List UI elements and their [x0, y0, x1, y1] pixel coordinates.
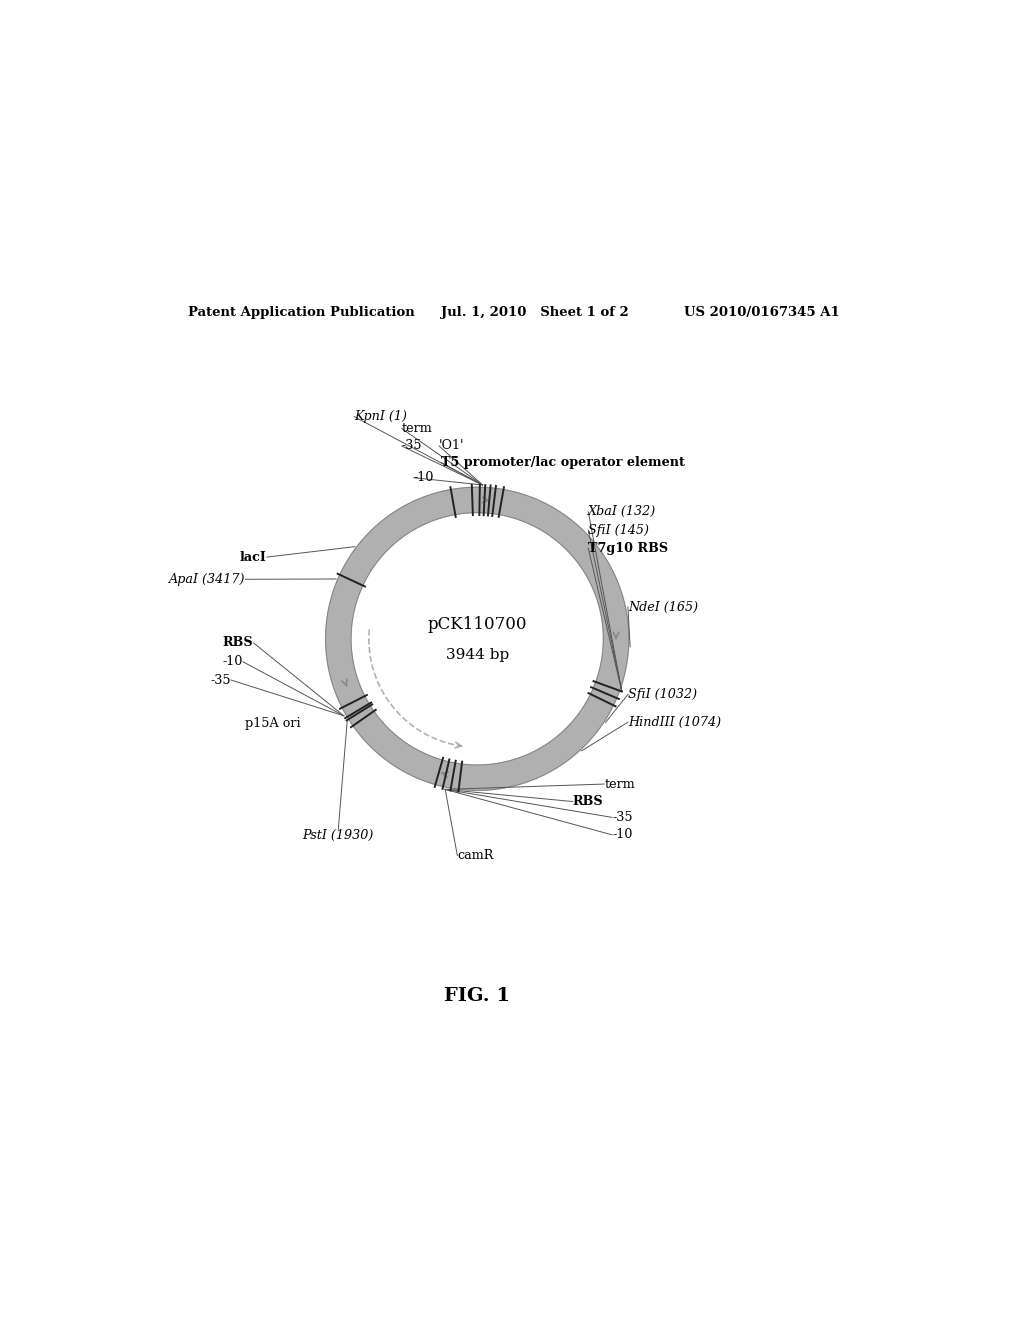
Text: FIG. 1: FIG. 1 — [444, 987, 510, 1005]
Text: -35: -35 — [612, 810, 633, 824]
Text: term: term — [604, 777, 635, 791]
Text: term: term — [401, 422, 432, 436]
Polygon shape — [326, 487, 629, 791]
Text: p15A ori: p15A ori — [246, 717, 301, 730]
Text: US 2010/0167345 A1: US 2010/0167345 A1 — [684, 305, 840, 318]
Text: lacI: lacI — [240, 550, 267, 564]
Text: Patent Application Publication: Patent Application Publication — [187, 305, 415, 318]
Text: PstI (1930): PstI (1930) — [303, 829, 374, 842]
Text: SfiI (145): SfiI (145) — [588, 524, 649, 537]
Text: ApaI (3417): ApaI (3417) — [169, 573, 246, 586]
Text: camR: camR — [458, 849, 494, 862]
Text: -35: -35 — [401, 440, 423, 453]
Text: NdeI (165): NdeI (165) — [628, 601, 698, 614]
Text: pCK110700: pCK110700 — [427, 616, 527, 634]
Text: SfiI (1032): SfiI (1032) — [628, 688, 697, 701]
Text: XbaI (132): XbaI (132) — [588, 506, 656, 519]
Text: T5 promoter/lac operator element: T5 promoter/lac operator element — [441, 457, 685, 469]
Text: KpnI (1): KpnI (1) — [354, 411, 408, 424]
Text: -10: -10 — [612, 829, 633, 841]
Text: T7g10 RBS: T7g10 RBS — [588, 541, 669, 554]
Text: -10: -10 — [222, 655, 243, 668]
Text: -10: -10 — [414, 471, 434, 484]
Text: 3944 bp: 3944 bp — [445, 648, 509, 661]
Text: Jul. 1, 2010   Sheet 1 of 2: Jul. 1, 2010 Sheet 1 of 2 — [441, 305, 629, 318]
Text: 'O1': 'O1' — [439, 440, 465, 453]
Text: RBS: RBS — [572, 795, 603, 808]
Text: -35: -35 — [211, 673, 231, 686]
Text: HindIII (1074): HindIII (1074) — [628, 715, 721, 729]
Text: RBS: RBS — [223, 636, 253, 649]
